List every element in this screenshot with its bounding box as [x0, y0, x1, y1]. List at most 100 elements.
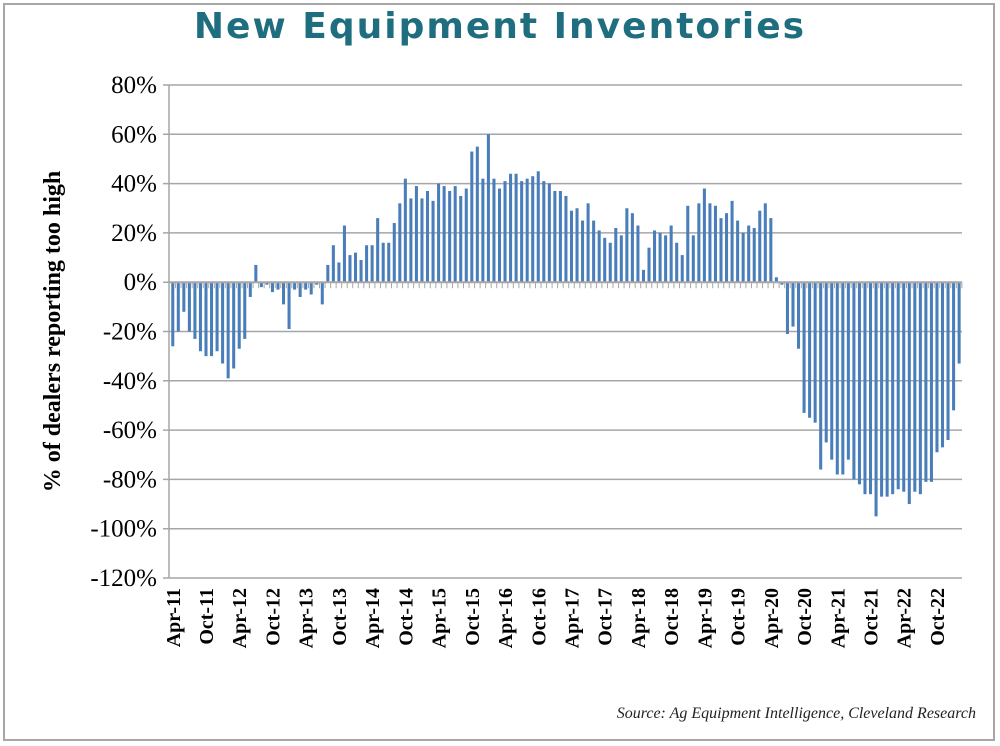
bar: [957, 282, 961, 364]
x-tick-label: Oct-16: [528, 588, 550, 646]
bar: [713, 205, 717, 283]
bar: [198, 282, 202, 352]
bar: [697, 203, 701, 283]
bar: [381, 242, 385, 283]
bar: [492, 178, 496, 283]
bar: [935, 282, 939, 453]
bar: [298, 282, 302, 297]
x-tick-labels: Apr-11 Oct-11 Apr-12 Oct-12 Apr-13 Oct-13 Apr-…: [163, 588, 949, 648]
bar: [586, 203, 590, 283]
bar: [564, 195, 568, 283]
bar: [431, 200, 435, 283]
bar: [752, 227, 756, 283]
bar: [852, 282, 856, 480]
bar: [287, 282, 291, 330]
y-tick-label: 60%: [111, 121, 157, 148]
bar: [304, 282, 308, 290]
y-tick-labels: 80% 60% 40% 20% 0% -20% -40% -60% -80% -100% -120%: [90, 72, 157, 592]
bar: [248, 282, 252, 297]
bar: [182, 282, 186, 312]
gridlines: [163, 84, 962, 579]
bar: [614, 227, 618, 283]
x-tick-label: Apr-16: [495, 588, 517, 648]
bar: [320, 282, 324, 305]
y-tick-label: 40%: [111, 171, 157, 198]
bar: [641, 269, 645, 283]
y-tick-label: -20%: [103, 319, 157, 346]
bar: [907, 282, 911, 505]
bar: [863, 282, 867, 495]
bar: [630, 213, 634, 283]
bar: [282, 282, 286, 305]
bar: [270, 282, 274, 293]
bar: [841, 282, 845, 475]
bar: [204, 282, 208, 357]
bar: [464, 188, 468, 283]
x-tick-label: Apr-15: [429, 588, 451, 648]
x-tick-label: Oct-19: [728, 588, 750, 646]
bar: [874, 282, 878, 517]
bar: [940, 282, 945, 448]
bar: [686, 205, 690, 283]
bar: [619, 235, 623, 283]
bar: [680, 255, 684, 283]
x-tick-label: Oct-13: [329, 588, 351, 646]
bar: [819, 282, 823, 470]
bar: [658, 232, 662, 283]
bar: [691, 235, 695, 283]
bar: [425, 190, 430, 283]
bar: [708, 203, 712, 283]
x-tick-label: Apr-12: [229, 588, 251, 648]
bar: [392, 223, 396, 283]
bar: [780, 282, 784, 285]
bar: [176, 282, 180, 332]
bar: [353, 252, 358, 283]
y-tick-label: -40%: [103, 368, 157, 395]
bar: [647, 247, 651, 283]
bar: [337, 262, 341, 283]
x-tick-label: Apr-18: [628, 588, 650, 648]
bar: [758, 210, 762, 283]
bar: [398, 203, 402, 283]
bar: [342, 225, 346, 283]
bar: [896, 282, 900, 490]
bar: [481, 178, 485, 283]
bar: [171, 282, 175, 347]
bar: [581, 220, 585, 283]
bar: [952, 282, 956, 411]
bar: [719, 218, 723, 283]
bar: [785, 282, 789, 334]
bar: [569, 210, 574, 283]
bar: [702, 188, 706, 283]
bar: [348, 255, 352, 283]
bar: [414, 186, 418, 283]
bar: [309, 282, 313, 295]
bar: [237, 282, 241, 349]
bar: [509, 173, 513, 283]
bar: [603, 237, 607, 283]
bar: [741, 232, 745, 283]
x-tick-label: Oct-21: [861, 588, 883, 646]
y-tick-label: 80%: [111, 72, 157, 99]
y-tick-label: 20%: [111, 220, 157, 247]
bar: [437, 183, 441, 283]
x-tick-label: Oct-12: [262, 588, 284, 646]
bar: [902, 282, 906, 492]
bar: [597, 230, 601, 283]
bar: [315, 282, 319, 285]
bar: [924, 282, 928, 482]
bar: [326, 264, 330, 283]
bar: [542, 181, 546, 283]
bar: [774, 277, 778, 283]
bar: [221, 282, 225, 364]
bar: [525, 178, 529, 283]
bar: [403, 178, 407, 283]
bar: [636, 225, 640, 283]
x-tick-label: Apr-21: [827, 588, 849, 648]
bar: [769, 218, 773, 283]
bar: [187, 282, 191, 332]
bar: [830, 282, 834, 460]
bar: [226, 282, 230, 379]
y-tick-label: -60%: [103, 417, 157, 444]
